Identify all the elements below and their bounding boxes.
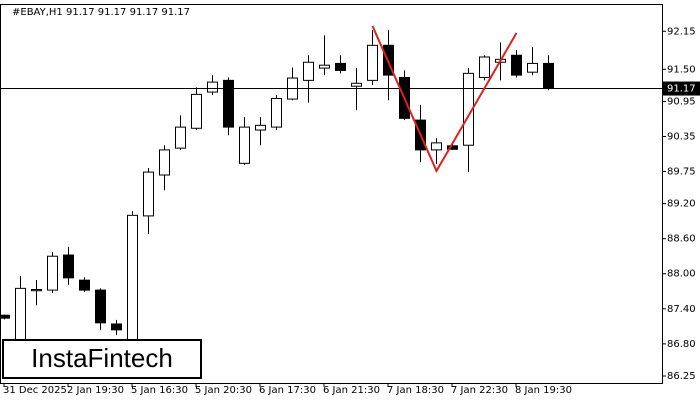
candle-body (0, 314, 10, 319)
pattern-line (371, 25, 518, 174)
y-tick-label: 87.40 (667, 304, 696, 315)
y-tick-label: 91.50 (667, 64, 696, 75)
x-tick-label: 7 Jan 18:30 (387, 385, 444, 396)
x-tick-label: 2 Jan 19:30 (67, 385, 124, 396)
watermark: InstaFintech (31, 343, 173, 373)
y-tick-label: 90.95 (667, 96, 696, 107)
y-tick-label: 92.15 (667, 26, 696, 37)
price-label-box (663, 81, 700, 96)
x-tick-label: 6 Jan 17:30 (259, 385, 316, 396)
candle-body (239, 126, 250, 164)
candle-body (335, 62, 346, 71)
y-tick-label: 88.00 (667, 269, 696, 280)
candle-body (111, 323, 122, 331)
y-tick-label: 88.60 (667, 234, 696, 245)
candle-body (431, 142, 442, 151)
candle-body (175, 126, 186, 149)
candle-body (367, 44, 378, 81)
y-tick-label: 89.75 (667, 167, 696, 178)
candle-body (31, 289, 42, 292)
candle-body (303, 61, 314, 81)
candle-body (207, 81, 218, 93)
x-tick-label: 6 Jan 21:30 (323, 385, 380, 396)
y-tick-label: 89.20 (667, 199, 696, 210)
candle-body (63, 254, 74, 279)
plot-frame (0, 4, 663, 384)
candle-body (463, 72, 474, 146)
x-tick-label: 31 Dec 2025 (3, 385, 67, 396)
candle-body (143, 171, 154, 217)
y-tick-label: 90.35 (667, 131, 696, 142)
watermark-box (2, 339, 202, 379)
candle-body (79, 279, 90, 291)
candle-body (527, 62, 538, 73)
candle-body (223, 79, 234, 128)
candle-body (511, 54, 522, 76)
candle-body (159, 149, 170, 176)
candle-body (479, 56, 490, 78)
x-tick-label: 5 Jan 16:30 (131, 385, 188, 396)
candle-body (95, 289, 106, 324)
candle-body (191, 93, 202, 129)
x-tick-label: 8 Jan 19:30 (515, 385, 572, 396)
candle-body (271, 97, 282, 128)
candle-body (543, 62, 554, 90)
candle-body (351, 82, 362, 87)
candle-body (127, 214, 138, 342)
y-tick-label: 86.25 (667, 371, 696, 382)
price-label: 91.17 (667, 84, 696, 95)
candle-body (47, 255, 58, 291)
y-tick-label: 86.80 (667, 339, 696, 350)
chart-header: #EBAY,H1 91.17 91.17 91.17 91.17 (12, 7, 190, 18)
candle-body (447, 145, 458, 150)
candle-body (319, 64, 330, 69)
candle-body (255, 124, 266, 131)
x-tick-label: 7 Jan 22:30 (451, 385, 508, 396)
x-tick-label: 5 Jan 20:30 (195, 385, 252, 396)
candle-body (15, 287, 26, 346)
